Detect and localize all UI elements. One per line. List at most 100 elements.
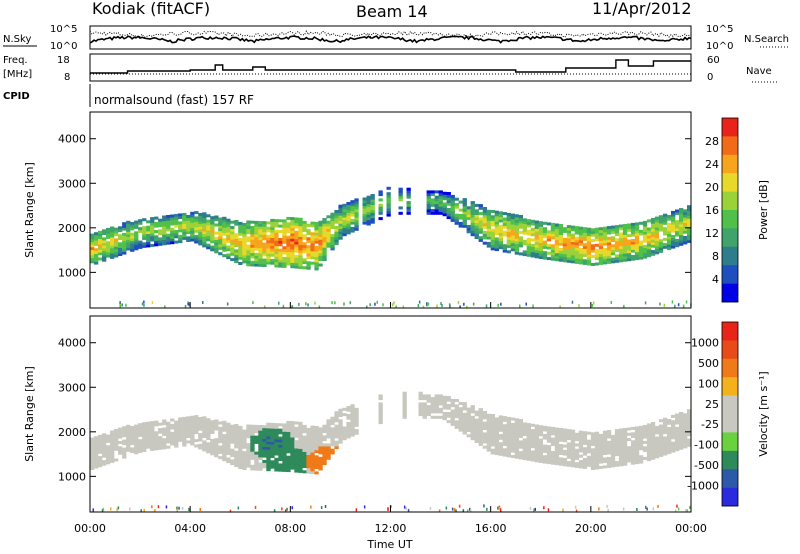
velocity-echo-cell: [190, 439, 195, 443]
velocity-echo-cell: [110, 443, 115, 447]
power-echo-cell: [675, 212, 680, 216]
power-echo-cell: [202, 225, 207, 229]
velocity-echo-cell: [146, 437, 151, 441]
velocity-echo-cell: [146, 421, 151, 425]
power-echo-cell: [598, 259, 604, 263]
velocity-echo-cell: [194, 420, 199, 424]
power-echo-cell: [178, 226, 183, 230]
velocity-echo-cell: [202, 429, 207, 433]
power-echo-cell: [318, 228, 323, 232]
velocity-echo-cell: [598, 447, 604, 451]
power-echo-cell: [210, 245, 215, 249]
power-echo-cell: [158, 237, 163, 241]
power-echo-cell: [354, 211, 359, 215]
velocity-echo-cell: [198, 443, 203, 447]
velocity-echo-cell: [282, 442, 287, 446]
power-echo-cell: [638, 229, 644, 233]
power-echo-cell: [206, 214, 211, 218]
velocity-echo-cell: [154, 436, 159, 440]
power-echo-cell: [510, 240, 515, 244]
power-echo-cell: [610, 252, 616, 256]
velocity-echo-cell: [282, 468, 287, 472]
power-echo-cell: [186, 220, 191, 224]
power-echo-cell: [542, 227, 548, 231]
power-noise-cell: [592, 301, 595, 305]
velocity-echo-cell: [562, 436, 568, 440]
power-echo-cell: [550, 228, 556, 232]
velocity-echo-cell: [154, 447, 159, 451]
velocity-echo-cell: [590, 440, 596, 444]
velocity-echo-cell: [266, 422, 271, 426]
velocity-echo-cell: [574, 451, 580, 455]
velocity-echo-cell: [214, 451, 219, 455]
velocity-echo-cell: [530, 439, 535, 443]
power-echo-cell: [206, 222, 211, 226]
power-echo-cell: [498, 232, 503, 236]
power-echo-cell: [122, 240, 127, 244]
velocity-echo-cell: [98, 445, 103, 449]
velocity-echo-cell: [574, 454, 580, 458]
power-echo-cell: [494, 248, 499, 252]
power-echo-cell: [238, 262, 243, 265]
power-echo-cell: [302, 223, 307, 227]
velocity-echo-cell: [150, 423, 155, 427]
velocity-echo-cell: [554, 432, 560, 436]
velocity-echo-cell: [262, 427, 267, 431]
velocity-echo-cell: [214, 424, 219, 428]
power-echo-cell: [126, 239, 131, 243]
velocity-echo-cell: [298, 440, 303, 444]
velocity-echo-cell: [118, 446, 123, 450]
velocity-echo-cell: [182, 419, 187, 423]
power-echo-cell: [114, 227, 119, 231]
velocity-echo-cell: [606, 432, 612, 436]
power-echo-cell: [126, 228, 131, 232]
velocity-echo-cell: [294, 458, 299, 462]
velocity-echo-cell: [590, 467, 596, 470]
power-echo-cell: [618, 235, 624, 239]
power-echo-cell: [130, 238, 135, 242]
velocity-echo-cell: [614, 434, 620, 438]
power-echo-cell: [354, 203, 359, 207]
velocity-echo-cell: [122, 426, 127, 430]
power-echo-cell: [510, 248, 515, 252]
power-echo-cell: [98, 249, 103, 253]
power-echo-cell: [614, 225, 620, 229]
power-echo-cell: [614, 241, 620, 245]
velocity-noise-cell: [165, 505, 168, 509]
velocity-echo-cell: [534, 459, 539, 463]
power-echo-cell: [98, 233, 103, 237]
velocity-echo-cell: [470, 405, 475, 409]
power-echo-cell: [266, 256, 271, 260]
velocity-echo-cell: [306, 433, 311, 437]
velocity-echo-cell: [314, 455, 319, 459]
velocity-noise-cell: [657, 504, 659, 508]
power-echo-cell: [310, 243, 315, 246]
velocity-echo-cell: [514, 423, 519, 427]
power-echo-cell: [634, 230, 640, 234]
power-echo-cell: [250, 226, 255, 229]
power-echo-cell: [542, 253, 548, 257]
power-echo-cell: [679, 240, 684, 244]
power-noise-cell: [463, 302, 465, 306]
velocity-echo-cell: [442, 406, 447, 410]
power-echo-cell: [486, 228, 491, 232]
velocity-echo-cell: [650, 427, 656, 431]
power-echo-cell: [90, 233, 95, 237]
velocity-echo-cell: [434, 402, 439, 406]
power-echo-cell: [538, 250, 543, 254]
velocity-noise-cell: [462, 509, 465, 513]
velocity-echo-cell: [198, 422, 203, 426]
power-echo-cell: [654, 216, 660, 220]
power-echo-cell: [146, 233, 151, 237]
power-echo-cell: [314, 232, 319, 236]
velocity-echo-cell: [98, 440, 103, 444]
power-echo-cell: [574, 258, 580, 262]
velocity-echo-cell: [194, 423, 199, 427]
power-echo-cell: [434, 211, 439, 215]
power-echo-cell: [546, 251, 552, 255]
power-echo-cell: [334, 231, 339, 235]
power-echo-cell: [106, 254, 111, 258]
velocity-echo-cell: [206, 431, 211, 435]
velocity-echo-cell: [234, 442, 239, 446]
power-echo-cell: [270, 237, 275, 241]
